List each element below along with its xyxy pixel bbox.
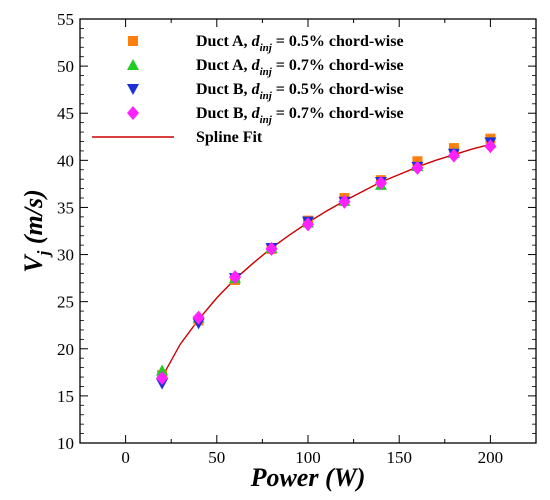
- legend-marker-square: [128, 36, 138, 46]
- tick-labels: 0 50 100 150 200 10 15 20 25 30 35 40 45 50 55: [57, 10, 503, 467]
- data-point-series-3: [265, 241, 278, 256]
- x-tick-label: 50: [208, 448, 225, 467]
- y-axis-title: Vj (m/s): [19, 189, 53, 272]
- y-tick-label: 40: [57, 151, 74, 170]
- data-point-series-3: [156, 370, 169, 385]
- x-axis-title: Power (W): [250, 463, 366, 492]
- y-tick-label: 35: [57, 198, 74, 217]
- legend-marker-triangle-up: [127, 59, 139, 70]
- spline-fit: [161, 143, 491, 378]
- legend-marker-diamond: [127, 106, 139, 120]
- y-tick-label: 55: [57, 10, 74, 29]
- legend: Duct A, dinj = 0.5% chord-wise Duct A, d…: [92, 33, 404, 146]
- y-tick-label: 25: [57, 293, 74, 312]
- data-point-series-1: [156, 364, 169, 376]
- y-tick-label: 15: [57, 387, 74, 406]
- legend-label-duct-b-07: Duct B, dinj = 0.7% chord-wise: [196, 105, 404, 126]
- y-tick-label: 45: [57, 104, 74, 123]
- data-point-series-3: [338, 194, 351, 209]
- x-tick-label: 0: [121, 448, 130, 467]
- x-tick-label: 200: [478, 448, 504, 467]
- data-point-series-3: [192, 310, 205, 325]
- y-tick-label: 10: [57, 434, 74, 453]
- data-point-series-3: [484, 139, 497, 154]
- x-tick-label: 100: [295, 448, 321, 467]
- data-point-series-3: [447, 148, 460, 163]
- data-points: [156, 133, 497, 390]
- data-point-series-3: [229, 270, 242, 285]
- legend-label-duct-a-07: Duct A, dinj = 0.7% chord-wise: [196, 57, 404, 78]
- y-tick-label: 20: [57, 340, 74, 359]
- legend-marker-triangle-down: [127, 84, 139, 95]
- spline-fit-line: [161, 143, 491, 378]
- legend-markers: [92, 36, 174, 138]
- y-tick-label: 30: [57, 246, 74, 265]
- legend-label-spline-fit: Spline Fit: [196, 129, 263, 146]
- data-point-series-3: [411, 160, 424, 175]
- data-point-series-3: [302, 217, 314, 232]
- y-tick-label: 50: [57, 57, 74, 76]
- data-point-series-3: [374, 175, 387, 190]
- legend-label-duct-a-05: Duct A, dinj = 0.5% chord-wise: [196, 33, 404, 54]
- legend-label-duct-b-05: Duct B, dinj = 0.5% chord-wise: [196, 81, 404, 102]
- x-tick-label: 150: [386, 448, 412, 467]
- axis-ticks: [79, 18, 537, 444]
